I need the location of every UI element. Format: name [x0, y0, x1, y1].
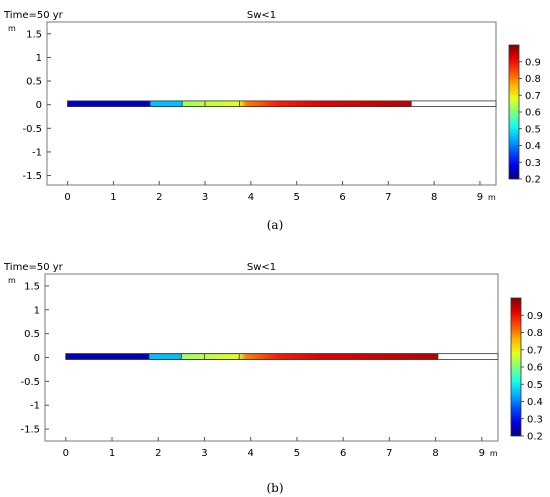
colorbar-tick-label: 0.9	[525, 57, 541, 68]
y-tick-label: -0.5	[22, 124, 42, 135]
y-tick-label: 0.5	[26, 77, 42, 88]
time-label: Time=50 yr	[3, 10, 64, 21]
figure-panel-a: Time=50 yr Sw<1 m 1.5 1 0.5 0 -0.5 -1 -1.5 0 1 2 3 4 5 6…	[0, 0, 550, 240]
y-tick-label: 1	[34, 305, 40, 316]
colorbar-tick-label: 0.9	[527, 311, 543, 322]
colorbar-tick-label: 0.6	[525, 108, 541, 119]
time-label: Time=50 yr	[3, 262, 64, 273]
x-unit-label: m	[488, 193, 496, 202]
colorbar-tick-label: 0.2	[527, 432, 543, 443]
colorbar-tick-label: 0.2	[525, 175, 541, 186]
x-tick-label: 5	[294, 192, 300, 203]
figure-panel-b: Time=50 yr Sw<1 m 1.5 1 0.5 0 -0.5 -1 -1.5 0 1 2 3 4 5 6…	[0, 254, 550, 497]
x-tick-label: 7	[386, 448, 392, 459]
x-tick-label: 3	[201, 448, 207, 459]
chart-a: Time=50 yr Sw<1 m 1.5 1 0.5 0 -0.5 -1 -1.5 0 1 2 3 4 5 6…	[3, 10, 541, 203]
colorbar-tick-label: 0.4	[525, 141, 541, 152]
y-tick-label: -1	[32, 147, 42, 158]
colorbar-tick-label: 0.3	[525, 158, 541, 169]
y-tick-label: 1	[36, 53, 42, 64]
colorbar-tick-label: 0.7	[525, 91, 541, 102]
y-tick-label: -1.5	[20, 425, 40, 436]
chart-title: Sw<1	[247, 10, 276, 21]
y-tick-label: 0	[34, 353, 40, 364]
y-tick-label: 1.5	[24, 281, 40, 292]
y-unit-label: m	[8, 276, 16, 285]
chart-b: Time=50 yr Sw<1 m 1.5 1 0.5 0 -0.5 -1 -1.5 0 1 2 3 4 5 6…	[3, 262, 543, 459]
colorbar-tick-label: 0.3	[527, 414, 543, 425]
x-tick-label: 1	[109, 448, 115, 459]
x-tick-label: 2	[156, 192, 162, 203]
colorbar-tick-label: 0.5	[525, 124, 541, 135]
colorbar-tick-label: 0.4	[527, 397, 543, 408]
y-tick-label: -1	[30, 401, 40, 412]
x-tick-label: 9	[477, 192, 483, 203]
x-tick-label: 4	[248, 448, 254, 459]
colorbar-tick-label: 0.8	[527, 328, 543, 339]
y-tick-label: 1.5	[26, 29, 42, 40]
x-tick-label: 4	[248, 192, 254, 203]
x-tick-label: 3	[202, 192, 208, 203]
panel-label-a: (a)	[266, 218, 284, 232]
y-tick-label: 0.5	[24, 329, 40, 340]
x-tick-label: 9	[479, 448, 485, 459]
colorbar	[510, 297, 522, 437]
x-tick-label: 2	[155, 448, 161, 459]
x-tick-label: 1	[110, 192, 116, 203]
colorbar-tick-label: 0.8	[525, 74, 541, 85]
saturation-field	[65, 353, 439, 360]
colorbar-tick-label: 0.5	[527, 380, 543, 391]
x-tick-label: 0	[63, 448, 69, 459]
x-tick-label: 7	[385, 192, 391, 203]
y-tick-label: -0.5	[20, 377, 40, 388]
x-tick-label: 6	[339, 192, 345, 203]
y-tick-label: 0	[36, 100, 42, 111]
x-tick-label: 6	[340, 448, 346, 459]
x-tick-label: 8	[432, 448, 438, 459]
panel-label-b: (b)	[266, 481, 284, 495]
x-unit-label: m	[490, 449, 498, 458]
y-unit-label: m	[8, 24, 16, 33]
colorbar-tick-label: 0.6	[527, 363, 543, 374]
x-tick-label: 8	[431, 192, 437, 203]
chart-title: Sw<1	[247, 262, 276, 273]
colorbar-tick-label: 0.7	[527, 345, 543, 356]
x-tick-label: 5	[294, 448, 300, 459]
y-tick-label: -1.5	[22, 171, 42, 182]
x-tick-label: 0	[64, 192, 70, 203]
colorbar	[508, 44, 520, 180]
